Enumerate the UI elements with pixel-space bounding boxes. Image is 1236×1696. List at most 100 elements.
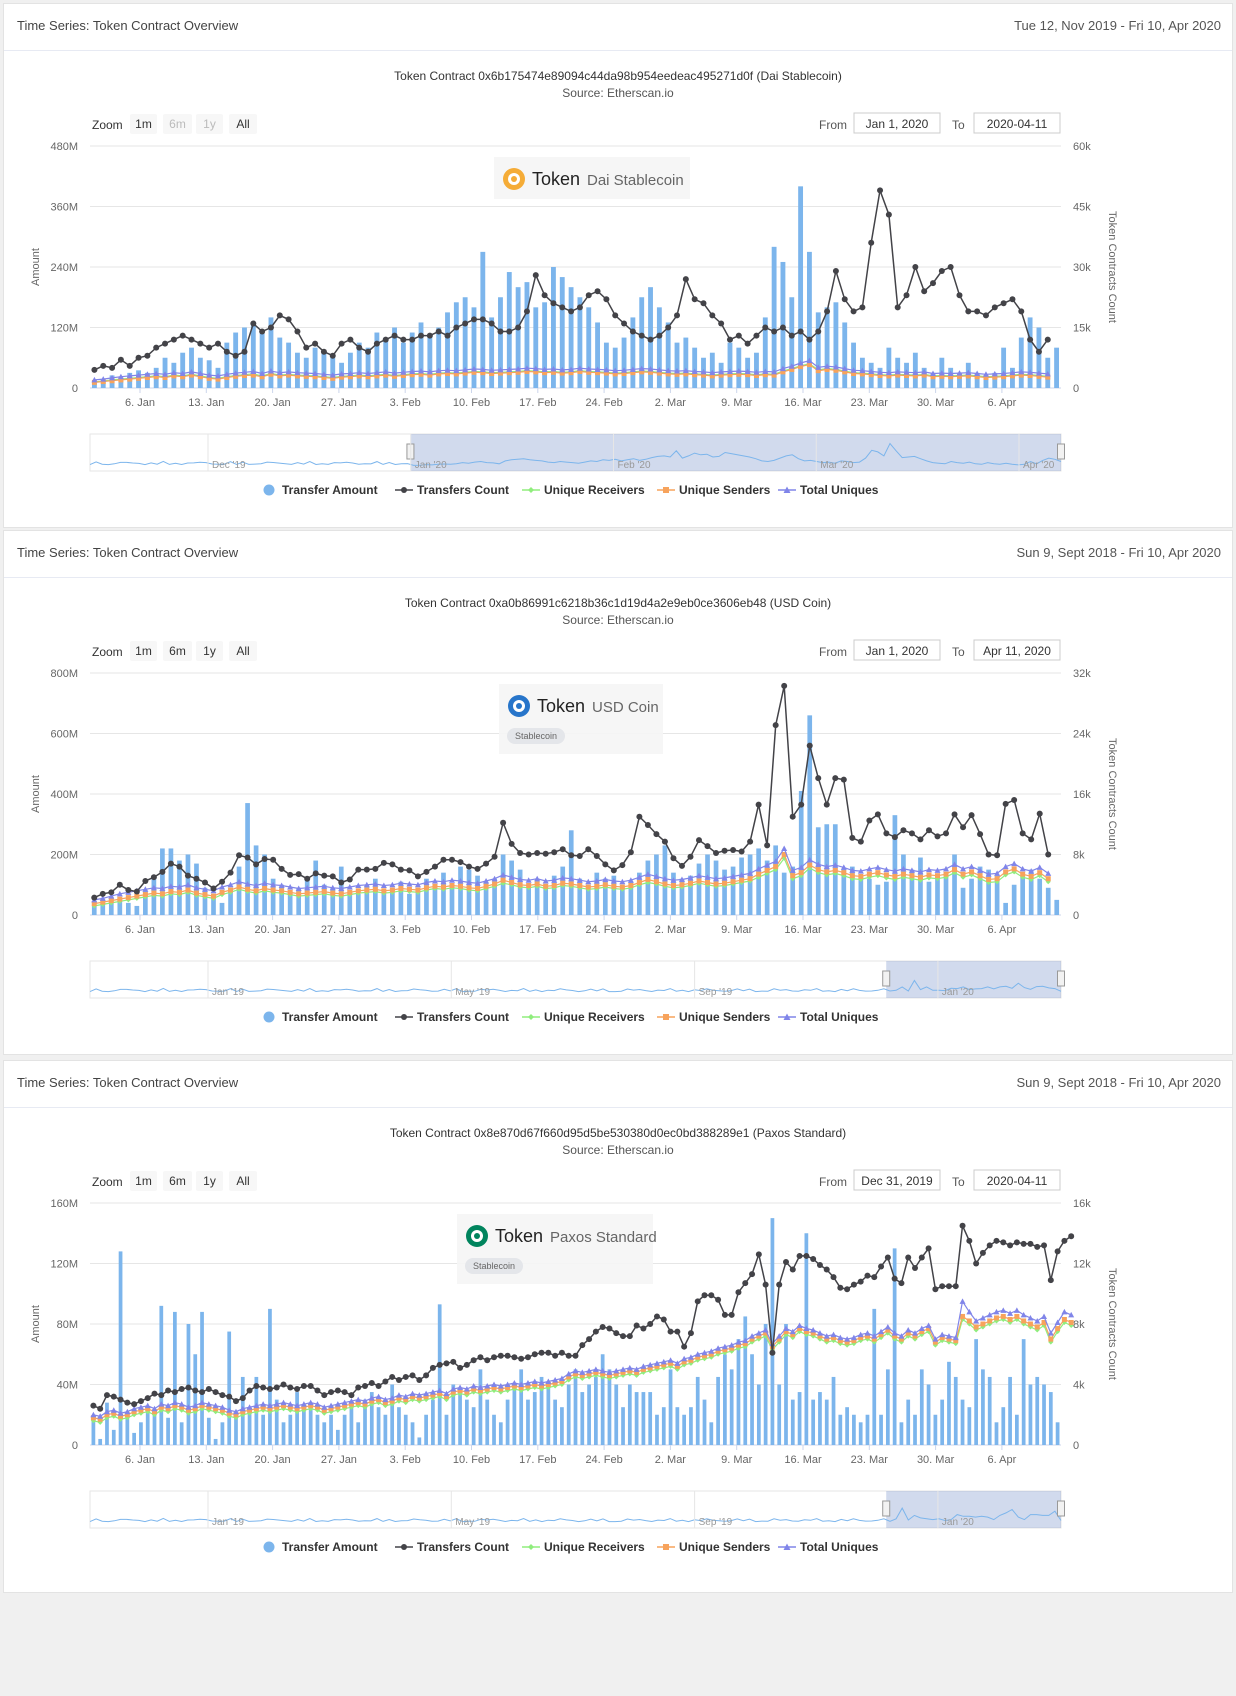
data-point[interactable] [477,1384,484,1391]
data-point[interactable] [1001,374,1007,380]
amount-bar[interactable] [692,347,698,388]
data-point[interactable] [162,340,169,347]
amount-bar[interactable] [750,1354,754,1445]
data-point[interactable] [334,1387,341,1394]
amount-bar[interactable] [286,342,292,388]
data-point[interactable] [241,372,247,378]
data-point[interactable] [463,1361,470,1368]
data-point[interactable] [108,898,114,904]
data-point[interactable] [859,371,865,377]
data-point[interactable] [1045,870,1052,876]
data-point[interactable] [602,876,609,882]
data-point[interactable] [409,1372,416,1379]
amount-bar[interactable] [1003,902,1008,915]
data-point[interactable] [627,1371,633,1377]
data-point[interactable] [342,1406,348,1412]
data-point[interactable] [91,366,98,373]
data-point[interactable] [410,1394,416,1400]
amount-bar[interactable] [542,302,548,388]
data-point[interactable] [223,371,230,377]
data-point[interactable] [803,1325,810,1332]
data-point[interactable] [586,1336,593,1343]
data-point[interactable] [1041,1313,1048,1319]
data-point[interactable] [755,1251,762,1258]
data-point[interactable] [877,372,883,378]
data-point[interactable] [338,340,345,347]
amount-bar[interactable] [355,893,361,915]
data-point[interactable] [934,873,940,879]
data-point[interactable] [429,1364,436,1371]
data-point[interactable] [823,1333,830,1339]
data-point[interactable] [749,1333,756,1339]
data-point[interactable] [1011,866,1017,872]
data-point[interactable] [983,375,989,381]
amount-bar[interactable] [111,1429,116,1445]
data-point[interactable] [781,682,788,689]
data-point[interactable] [321,872,328,879]
amount-bar[interactable] [655,1414,659,1445]
data-point[interactable] [745,372,751,378]
data-point[interactable] [232,352,239,359]
data-point[interactable] [773,864,779,870]
data-point[interactable] [312,370,319,376]
data-point[interactable] [807,862,813,868]
data-point[interactable] [253,1406,259,1412]
data-point[interactable] [986,1242,993,1249]
data-point[interactable] [878,1263,885,1270]
amount-bar[interactable] [553,1399,557,1445]
data-point[interactable] [742,1341,748,1347]
data-point[interactable] [356,369,363,376]
data-point[interactable] [626,1364,633,1371]
data-point[interactable] [1036,373,1042,379]
data-point[interactable] [739,877,745,883]
data-point[interactable] [262,886,268,892]
data-point[interactable] [531,1378,538,1384]
data-point[interactable] [679,882,685,888]
data-point[interactable] [979,1314,986,1321]
data-point[interactable] [1007,1310,1014,1316]
data-point[interactable] [381,888,387,894]
data-point[interactable] [477,1391,483,1397]
amount-bar[interactable] [960,887,966,915]
data-point[interactable] [973,1260,980,1267]
data-point[interactable] [726,336,733,343]
data-point[interactable] [713,875,720,882]
data-point[interactable] [214,340,221,347]
data-point[interactable] [539,1383,545,1389]
data-point[interactable] [109,364,116,371]
amount-bar[interactable] [519,1369,524,1445]
data-point[interactable] [278,882,285,889]
data-point[interactable] [959,1222,966,1229]
data-point[interactable] [755,801,762,808]
data-point[interactable] [665,371,671,377]
data-point[interactable] [1044,370,1051,377]
amount-bar[interactable] [532,1392,537,1445]
amount-bar[interactable] [849,866,855,915]
data-point[interactable] [668,1363,674,1369]
data-point[interactable] [573,1371,578,1377]
zoom-6m-button[interactable]: 6m [163,114,192,134]
amount-bar[interactable] [977,866,983,915]
data-point[interactable] [960,1313,966,1319]
amount-bar[interactable] [415,890,421,915]
amount-bar[interactable] [1001,1407,1006,1445]
amount-bar[interactable] [1021,1339,1026,1445]
amount-bar[interactable] [489,317,495,388]
amount-bar[interactable] [899,1422,904,1445]
data-point[interactable] [287,1404,293,1410]
data-point[interactable] [276,369,283,376]
amount-bar[interactable] [1018,337,1024,388]
data-point[interactable] [260,1401,267,1407]
data-point[interactable] [565,1352,572,1359]
data-point[interactable] [857,838,864,845]
data-point[interactable] [586,1371,592,1377]
amount-bar[interactable] [933,1414,938,1445]
data-point[interactable] [118,1416,124,1422]
data-point[interactable] [670,855,677,862]
data-point[interactable] [966,1237,973,1244]
data-point[interactable] [656,370,662,376]
data-point[interactable] [857,1331,864,1338]
data-point[interactable] [727,372,733,378]
data-point[interactable] [603,370,609,376]
data-point[interactable] [592,1328,599,1335]
